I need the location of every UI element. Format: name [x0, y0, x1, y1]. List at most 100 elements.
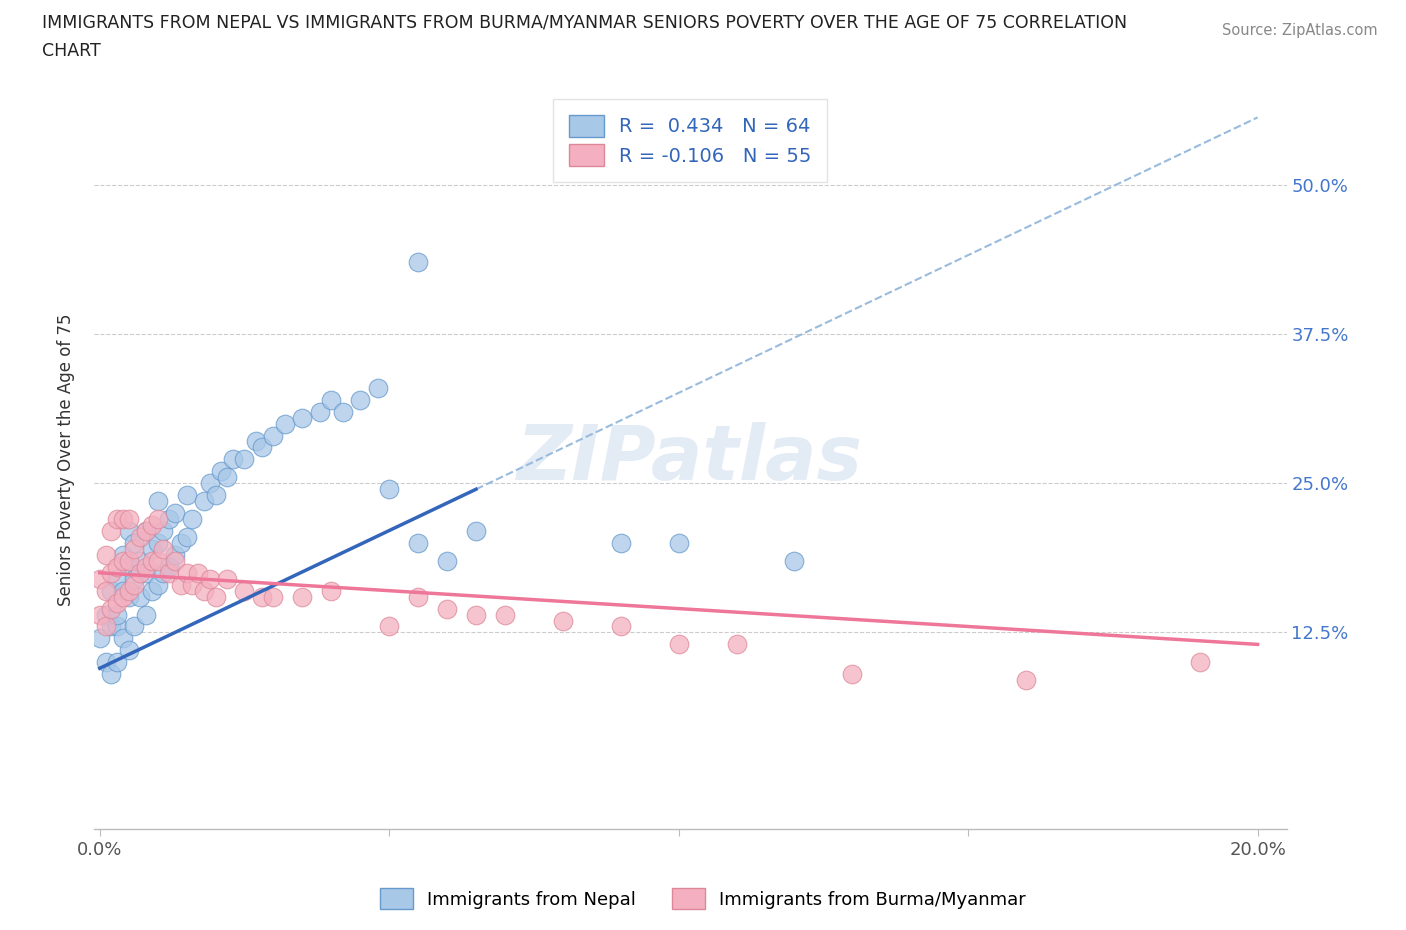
- Point: [176, 487, 198, 502]
- Point: [1015, 672, 1038, 687]
- Point: [146, 553, 169, 568]
- Point: [668, 637, 690, 652]
- Point: [118, 512, 141, 526]
- Point: [436, 553, 458, 568]
- Point: [245, 434, 267, 449]
- Point: [118, 643, 141, 658]
- Point: [157, 565, 180, 580]
- Point: [105, 559, 128, 574]
- Point: [118, 590, 141, 604]
- Point: [152, 541, 174, 556]
- Point: [89, 631, 111, 645]
- Point: [135, 607, 157, 622]
- Text: Source: ZipAtlas.com: Source: ZipAtlas.com: [1222, 23, 1378, 38]
- Point: [157, 559, 180, 574]
- Legend: R =  0.434   N = 64, R = -0.106   N = 55: R = 0.434 N = 64, R = -0.106 N = 55: [553, 100, 827, 182]
- Point: [262, 428, 284, 443]
- Point: [176, 565, 198, 580]
- Point: [135, 559, 157, 574]
- Point: [610, 536, 633, 551]
- Point: [100, 524, 122, 538]
- Point: [193, 583, 215, 598]
- Point: [321, 392, 343, 407]
- Point: [152, 524, 174, 538]
- Point: [111, 631, 134, 645]
- Point: [1188, 655, 1211, 670]
- Point: [250, 440, 273, 455]
- Point: [610, 619, 633, 634]
- Point: [349, 392, 371, 407]
- Point: [146, 512, 169, 526]
- Point: [105, 619, 128, 634]
- Point: [100, 601, 122, 616]
- Point: [170, 536, 193, 551]
- Point: [118, 553, 141, 568]
- Text: ZIPatlas: ZIPatlas: [517, 422, 863, 497]
- Point: [152, 565, 174, 580]
- Point: [94, 619, 117, 634]
- Point: [841, 667, 863, 682]
- Point: [135, 565, 157, 580]
- Point: [187, 565, 209, 580]
- Point: [436, 601, 458, 616]
- Point: [209, 464, 232, 479]
- Point: [163, 548, 186, 563]
- Point: [181, 578, 204, 592]
- Point: [124, 536, 146, 551]
- Point: [100, 619, 122, 634]
- Point: [332, 405, 354, 419]
- Point: [222, 452, 245, 467]
- Point: [94, 607, 117, 622]
- Point: [141, 553, 163, 568]
- Point: [129, 529, 152, 544]
- Point: [157, 512, 180, 526]
- Point: [321, 583, 343, 598]
- Point: [105, 655, 128, 670]
- Point: [250, 590, 273, 604]
- Point: [124, 541, 146, 556]
- Point: [198, 476, 221, 491]
- Point: [89, 571, 111, 586]
- Point: [163, 506, 186, 521]
- Point: [129, 590, 152, 604]
- Point: [89, 607, 111, 622]
- Point: [181, 512, 204, 526]
- Point: [124, 578, 146, 592]
- Point: [176, 529, 198, 544]
- Point: [494, 607, 516, 622]
- Y-axis label: Seniors Poverty Over the Age of 75: Seniors Poverty Over the Age of 75: [58, 313, 75, 605]
- Point: [291, 410, 314, 425]
- Point: [100, 565, 122, 580]
- Point: [783, 553, 806, 568]
- Point: [100, 583, 122, 598]
- Legend: Immigrants from Nepal, Immigrants from Burma/Myanmar: Immigrants from Nepal, Immigrants from B…: [373, 881, 1033, 916]
- Point: [146, 578, 169, 592]
- Point: [118, 559, 141, 574]
- Point: [146, 494, 169, 509]
- Point: [141, 518, 163, 533]
- Point: [141, 583, 163, 598]
- Point: [725, 637, 748, 652]
- Point: [129, 553, 152, 568]
- Point: [94, 655, 117, 670]
- Point: [204, 487, 226, 502]
- Point: [118, 583, 141, 598]
- Point: [129, 565, 152, 580]
- Point: [217, 571, 239, 586]
- Text: CHART: CHART: [42, 42, 101, 60]
- Point: [170, 578, 193, 592]
- Point: [204, 590, 226, 604]
- Point: [378, 619, 401, 634]
- Point: [668, 536, 690, 551]
- Point: [406, 255, 429, 270]
- Point: [163, 553, 186, 568]
- Point: [146, 536, 169, 551]
- Point: [100, 667, 122, 682]
- Point: [111, 512, 134, 526]
- Point: [465, 524, 488, 538]
- Text: IMMIGRANTS FROM NEPAL VS IMMIGRANTS FROM BURMA/MYANMAR SENIORS POVERTY OVER THE : IMMIGRANTS FROM NEPAL VS IMMIGRANTS FROM…: [42, 14, 1128, 32]
- Point: [94, 548, 117, 563]
- Point: [193, 494, 215, 509]
- Point: [105, 607, 128, 622]
- Point: [94, 583, 117, 598]
